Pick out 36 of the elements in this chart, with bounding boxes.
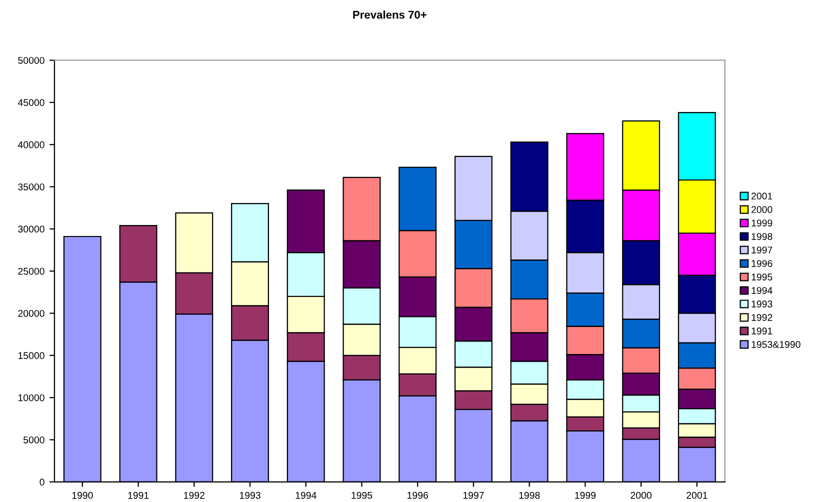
y-tick-label: 50000 [18,56,44,64]
legend-label: 1995 [752,274,772,280]
y-tick-label: 0 [40,478,44,486]
legend-label: 1996 [752,260,772,267]
x-tick-label: 1990 [72,492,93,499]
legend-label: 1997 [752,246,772,254]
legend-label: 1994 [752,287,772,294]
y-tick-label: 25000 [18,268,44,275]
x-tick-label: 1995 [352,492,372,499]
y-tick-label: 40000 [18,141,44,148]
x-tick-label: 1998 [519,492,540,499]
legend-label: 2001 [752,192,772,200]
y-tick-label: 10000 [18,394,44,402]
legend-label: 1998 [752,233,772,240]
x-tick-label: 1992 [184,492,204,499]
legend-label: 1992 [752,314,772,321]
y-tick-label: 5000 [24,436,44,444]
x-tick-label: 2000 [630,492,652,499]
y-tick-label: 20000 [18,310,44,317]
legend-label: 1991 [752,328,772,334]
x-tick-label: 1991 [128,492,149,499]
x-tick-label: 2001 [686,492,708,499]
y-tick-label: 15000 [18,352,44,360]
x-tick-label: 1993 [240,492,260,499]
legend-label: 1999 [752,220,772,226]
legend-label: 1953&1990 [752,341,800,348]
y-tick-label: 30000 [18,226,44,233]
y-tick-label: 45000 [18,99,44,106]
legend-label: 1993 [752,300,772,308]
x-tick-label: 1999 [575,492,596,499]
legend-label: 2000 [752,206,772,214]
x-tick-label: 1996 [408,492,428,499]
chart-title: Prevalens 70+ [353,10,426,19]
x-tick-label: 1994 [296,492,316,499]
y-tick-label: 35000 [18,183,44,190]
x-tick-label: 1997 [463,492,484,499]
